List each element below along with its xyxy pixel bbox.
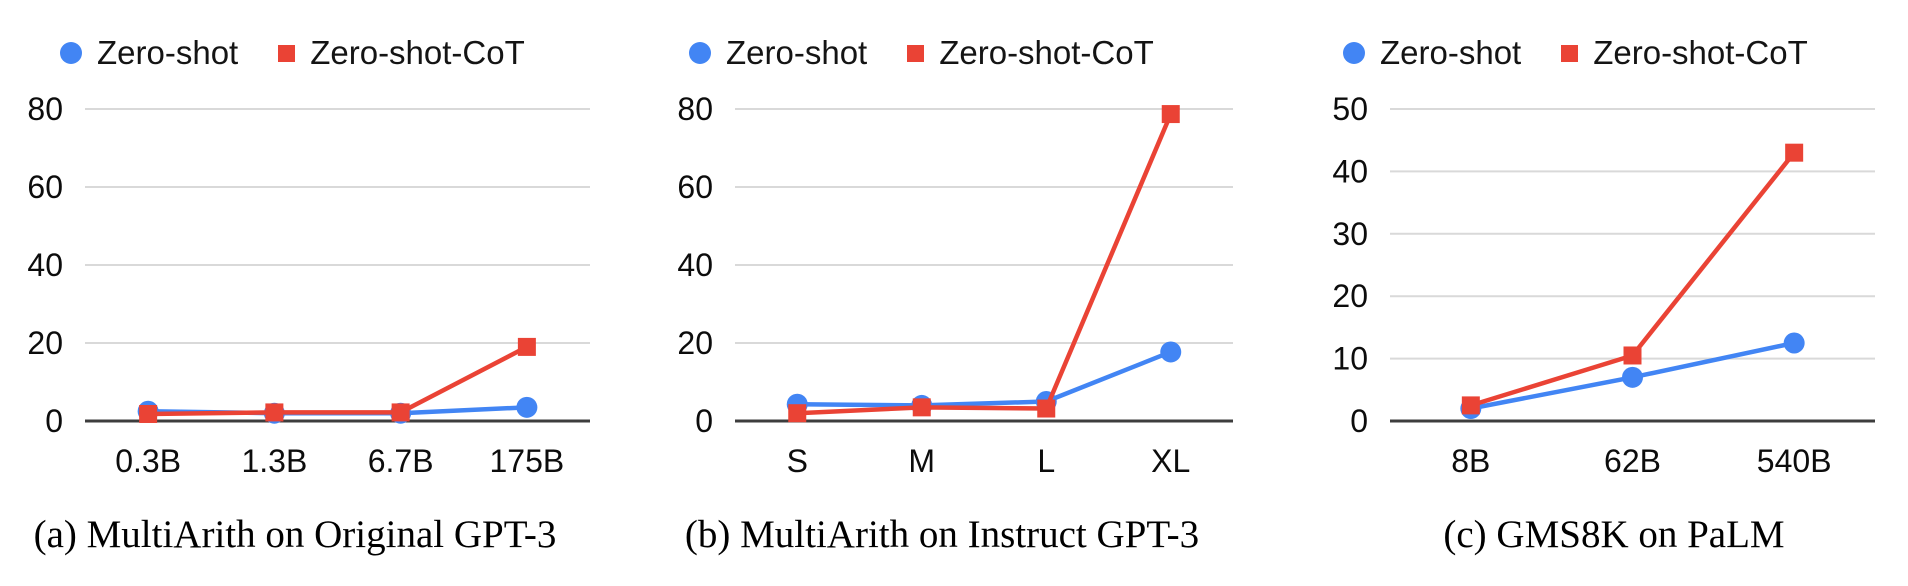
y-tick-label: 0 [1350, 403, 1368, 439]
data-point-square [391, 403, 410, 422]
data-point-square [912, 398, 931, 417]
data-point-square [788, 404, 807, 423]
chart-c: 0 10 20 30 40 50 8B 62B 540B [1332, 91, 1875, 479]
legend-label-zero-shot-cot: Zero-shot-CoT [1593, 34, 1808, 71]
y-tick-label: 80 [677, 91, 713, 127]
y-tick-label: 40 [27, 247, 63, 283]
data-point-circle [1783, 332, 1805, 354]
zero-shot-cot-square-marker-icon [278, 44, 296, 62]
legend-item-zero-shot-cot: Zero-shot-CoT [278, 34, 525, 72]
legend-label-zero-shot: Zero-shot [726, 34, 868, 71]
data-point-circle [1160, 341, 1182, 363]
x-tick-label: 1.3B [241, 443, 307, 479]
series-line [795, 111, 1173, 416]
x-tick-label: M [908, 443, 935, 479]
y-tick-label: 20 [677, 325, 713, 361]
x-tick-label: XL [1151, 443, 1190, 479]
legend-label-zero-shot-cot: Zero-shot-CoT [939, 34, 1154, 71]
legend-item-zero-shot: Zero-shot [60, 34, 238, 72]
data-point-square [1037, 399, 1056, 418]
data-point-circle [516, 396, 538, 418]
y-tick-label: 30 [1332, 216, 1368, 252]
legend-item-zero-shot-cot: Zero-shot-CoT [1561, 34, 1808, 72]
x-tick-label: 540B [1757, 443, 1832, 479]
zero-shot-circle-marker-icon [689, 42, 711, 64]
series-line [145, 344, 530, 417]
legend-item-zero-shot-cot: Zero-shot-CoT [907, 34, 1154, 72]
y-tick-label: 40 [1332, 153, 1368, 189]
data-point-square [1461, 396, 1480, 415]
y-tick-label: 0 [45, 403, 63, 439]
zero-shot-circle-marker-icon [1343, 42, 1365, 64]
caption-chart-a: (a) MultiArith on Original GPT-3 [33, 513, 557, 556]
zero-shot-cot-square-marker-icon [907, 44, 925, 62]
legend-chart-b: Zero-shot Zero-shot-CoT [689, 34, 1154, 72]
legend-label-zero-shot: Zero-shot [97, 34, 239, 71]
legend-label-zero-shot: Zero-shot [1380, 34, 1522, 71]
data-point-circle [1622, 366, 1643, 388]
y-tick-label: 80 [27, 91, 63, 127]
zero-shot-circle-marker-icon [60, 42, 82, 64]
y-tick-label: 60 [27, 169, 63, 205]
x-tick-label: 6.7B [368, 443, 434, 479]
x-tick-label: 0.3B [115, 443, 181, 479]
data-point-square [265, 403, 284, 422]
chart-a: 0 20 40 60 80 0.3B 1.3B 6.7B 175B [27, 91, 590, 479]
y-tick-label: 50 [1332, 91, 1368, 127]
data-point-square [1785, 143, 1804, 162]
data-point-square [139, 404, 158, 423]
y-tick-label: 20 [27, 325, 63, 361]
legend-item-zero-shot: Zero-shot [689, 34, 867, 72]
caption-chart-b: (b) MultiArith on Instruct GPT-3 [684, 513, 1200, 556]
legend-item-zero-shot: Zero-shot [1343, 34, 1521, 72]
legend-label-zero-shot-cot: Zero-shot-CoT [310, 34, 525, 71]
x-tick-label: 62B [1604, 443, 1661, 479]
x-tick-label: 175B [490, 443, 565, 479]
x-tick-label: S [787, 443, 808, 479]
x-tick-label: 8B [1451, 443, 1490, 479]
x-tick-label: L [1037, 443, 1055, 479]
legend-chart-c: Zero-shot Zero-shot-CoT [1343, 34, 1808, 72]
y-tick-label: 20 [1332, 278, 1368, 314]
series-line [795, 349, 1173, 408]
data-point-square [517, 337, 536, 356]
data-point-square [1161, 105, 1180, 124]
zero-shot-cot-square-marker-icon [1561, 44, 1579, 62]
y-tick-label: 10 [1332, 341, 1368, 377]
chart-b: 0 20 40 60 80 S M L XL [677, 91, 1233, 479]
caption-chart-c: (c) GMS8K on PaLM [1443, 513, 1785, 556]
legend-chart-a: Zero-shot Zero-shot-CoT [60, 34, 525, 72]
y-tick-label: 0 [695, 403, 713, 439]
data-point-square [1623, 346, 1642, 365]
y-tick-label: 60 [677, 169, 713, 205]
y-tick-label: 40 [677, 247, 713, 283]
